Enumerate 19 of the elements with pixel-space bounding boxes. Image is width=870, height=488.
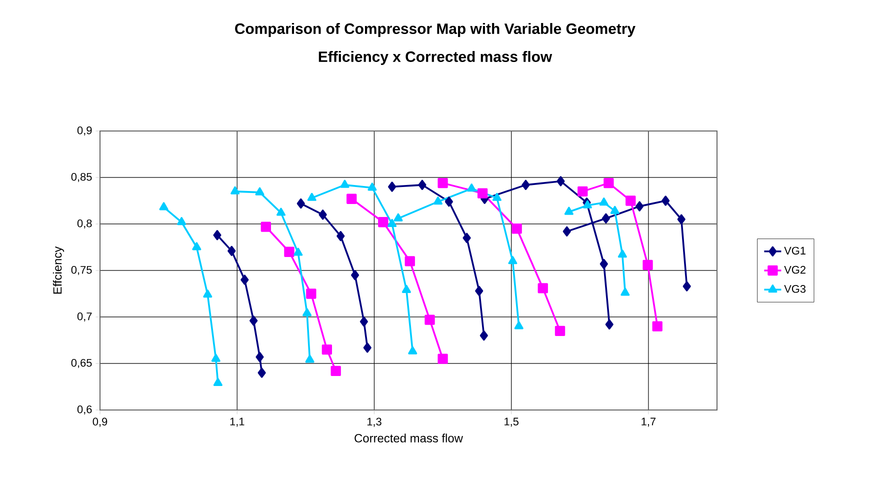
legend-label: VG3 — [784, 285, 806, 293]
x-tick-label: 1,7 — [642, 418, 656, 427]
y-axis-title: Effciency — [52, 246, 64, 294]
legend-label: VG2 — [784, 266, 806, 274]
chart-title: Comparison of Compressor Map with Variable Geometry — [235, 23, 636, 37]
legend-label: VG1 — [784, 246, 806, 255]
y-tick-label: 0,75 — [71, 266, 92, 276]
y-tick-label: 0,6 — [77, 405, 92, 415]
y-tick-label: 0,85 — [71, 172, 92, 182]
x-tick-label: 1,1 — [230, 418, 244, 427]
y-tick-label: 0,65 — [71, 358, 92, 368]
x-axis-title: Corrected mass flow — [354, 434, 463, 442]
x-tick-label: 1,3 — [367, 418, 382, 427]
y-tick-label: 0,9 — [77, 126, 92, 136]
y-tick-label: 0,7 — [77, 312, 92, 322]
x-tick-label: 1,5 — [504, 418, 518, 427]
chart-subtitle: Efficiency x Corrected mass flow — [318, 51, 552, 65]
x-tick-label: 0,9 — [92, 418, 108, 427]
y-tick-label: 0,8 — [77, 219, 92, 229]
